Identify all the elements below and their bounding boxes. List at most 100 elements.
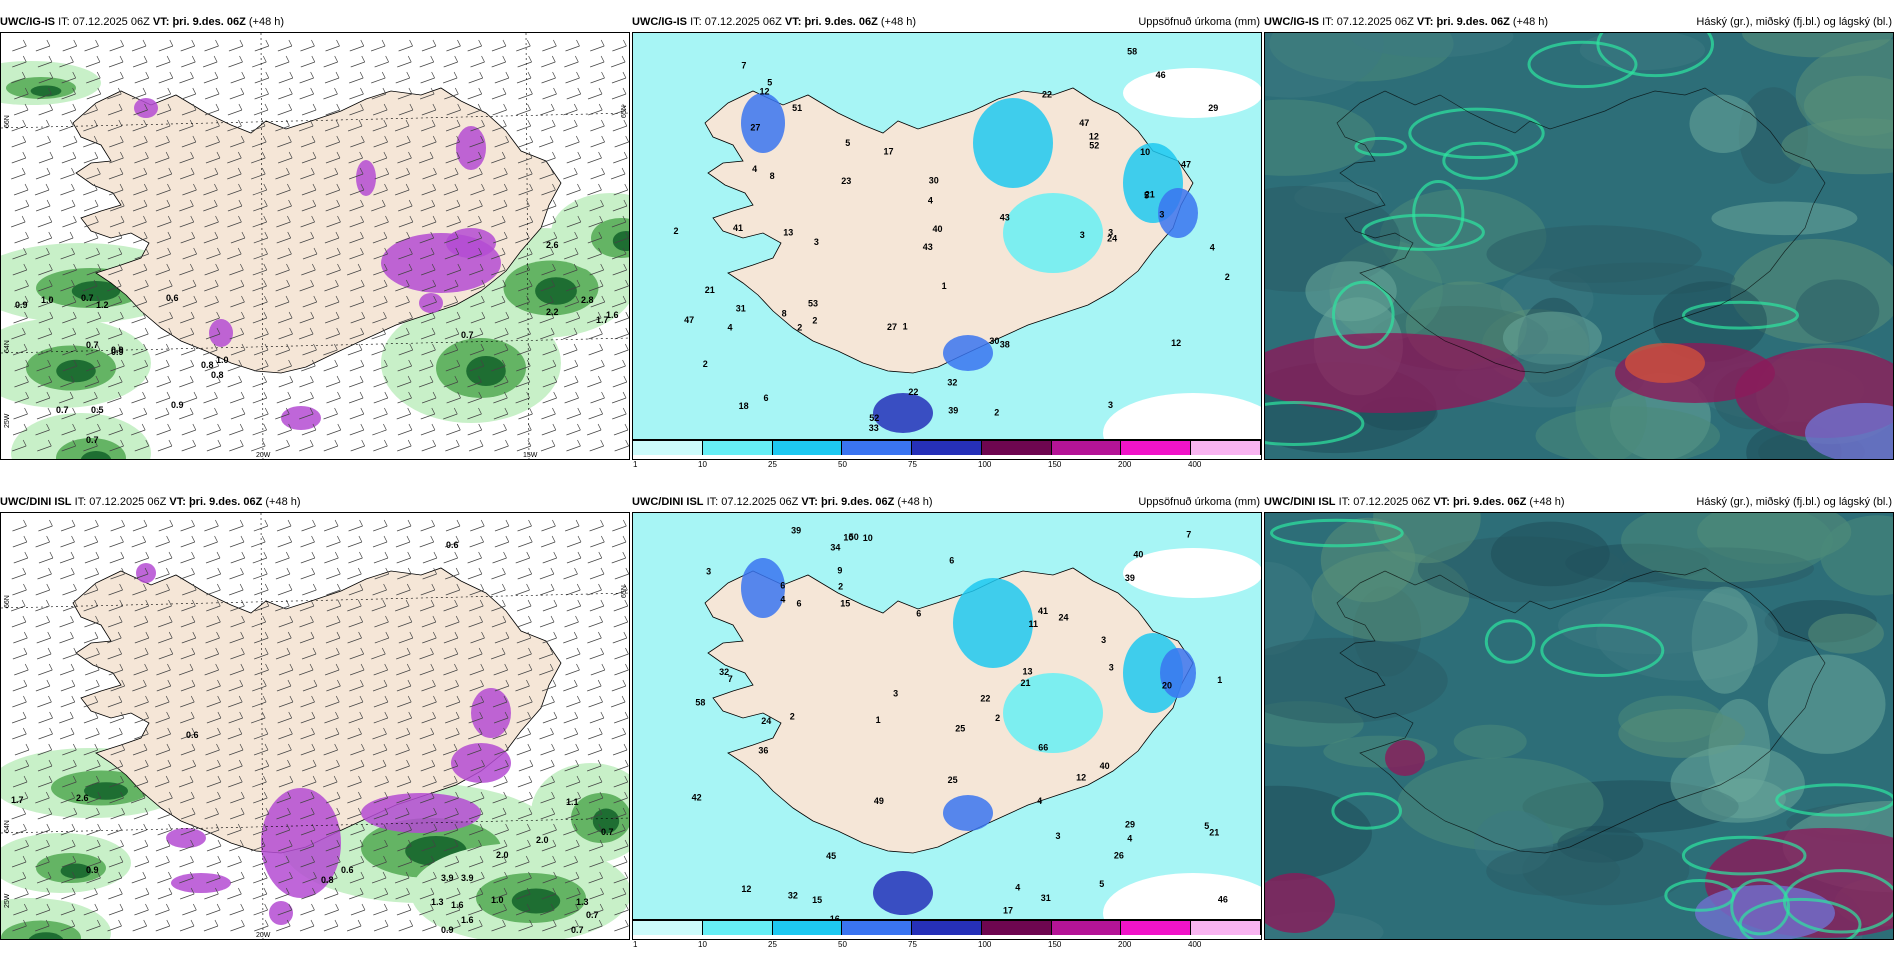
wind-barb <box>108 55 124 68</box>
wind-barb <box>227 823 242 836</box>
wind-barb <box>541 519 556 532</box>
wind-barb <box>251 151 266 164</box>
wind-barb <box>469 583 484 596</box>
wind-barb <box>398 919 414 932</box>
wind-barb <box>133 663 148 676</box>
wind-barb <box>181 599 196 612</box>
wind-barb <box>325 695 340 708</box>
wind-barb <box>373 391 389 404</box>
wind-barb <box>446 311 461 324</box>
wind-area-dark <box>511 888 561 914</box>
wind-barb <box>83 903 99 916</box>
wind-barb <box>204 823 220 836</box>
wind-barb <box>325 135 341 148</box>
wind-barb <box>62 743 77 756</box>
wind-barb <box>252 775 267 788</box>
legend-swatch <box>772 441 843 455</box>
wind-barb <box>589 599 605 612</box>
wind-barb <box>515 263 531 276</box>
precip-cell <box>209 319 233 347</box>
wind-barb <box>516 743 532 756</box>
precip-value: 20 <box>1162 681 1172 691</box>
gust-value: 0.5 <box>91 405 104 415</box>
wind-barb <box>181 343 196 356</box>
wind-barb <box>515 551 531 564</box>
wind-barb <box>445 583 461 596</box>
wind-barb <box>397 615 413 628</box>
wind-barb <box>134 711 149 724</box>
wind-barb <box>203 343 218 356</box>
wind-barb <box>539 615 555 628</box>
wind-barb <box>107 103 123 116</box>
wind-barb <box>206 727 221 740</box>
it-value: 07.12.2025 06Z <box>72 16 150 28</box>
wind-barb <box>542 631 557 644</box>
wind-barb <box>467 215 482 228</box>
wind-barb <box>587 87 603 100</box>
wind-barb <box>494 327 509 340</box>
wind-barb <box>86 759 101 772</box>
wind-barb <box>492 695 508 708</box>
wind-barb <box>61 855 77 868</box>
wind-barb <box>14 839 29 852</box>
precip-value: 41 <box>1038 606 1048 616</box>
wind-barb <box>493 711 509 724</box>
wind-barb <box>11 599 26 612</box>
wind-barb <box>12 679 28 692</box>
precip-value: 5 <box>1144 191 1149 201</box>
wind-barb <box>299 615 314 628</box>
wind-barb <box>589 519 604 532</box>
wind-barb <box>62 343 77 356</box>
wind-barb <box>157 215 172 228</box>
wind-barb <box>300 743 316 756</box>
precip-cell <box>446 228 496 258</box>
wind-barb <box>395 183 410 196</box>
wind-barb <box>254 759 270 772</box>
cloud-layer <box>1820 515 1893 596</box>
wind-barb <box>590 391 605 404</box>
wind-barb <box>323 55 339 68</box>
wind-barb <box>275 887 290 900</box>
precip-area <box>873 871 933 915</box>
wind-barb <box>85 247 100 260</box>
wind-barb <box>62 583 77 596</box>
wind-barb <box>542 871 557 884</box>
wind-barb <box>206 839 222 852</box>
wind-barb <box>324 663 340 676</box>
wind-barb <box>326 215 341 228</box>
wind-barb <box>229 535 245 548</box>
wind-barb <box>494 823 509 836</box>
wind-barb <box>252 375 267 388</box>
wind-barb <box>107 647 122 660</box>
precip-value: 32 <box>788 890 798 900</box>
wind-barb <box>421 615 437 628</box>
graticule-line <box>260 33 264 459</box>
wind-barb <box>278 775 294 788</box>
wind-barb <box>614 663 629 676</box>
wind-barb <box>422 823 438 836</box>
wind-barb <box>563 711 579 724</box>
cloud-layer <box>1490 521 1610 587</box>
wind-barb <box>611 359 626 372</box>
precip-value: 11 <box>1029 619 1039 629</box>
panel-header: UWC/DINI ISL IT: 07.12.2025 06Z VT: þri.… <box>1264 492 1894 512</box>
wind-barb <box>254 807 270 820</box>
wind-barb <box>230 599 245 612</box>
wind-barb <box>587 807 603 820</box>
wind-barb <box>250 839 266 852</box>
wind-barb <box>541 215 557 228</box>
wind-barb <box>253 743 269 756</box>
wind-barb <box>301 359 316 372</box>
high-cloud-contour <box>1527 40 1638 89</box>
wind-barb <box>37 215 53 228</box>
wind-barb <box>612 855 628 868</box>
precip-value: 10 <box>1140 147 1150 157</box>
wind-barb <box>419 727 435 740</box>
wind-barb <box>301 647 317 660</box>
wind-barb <box>563 375 579 388</box>
wind-barb <box>131 535 147 548</box>
wind-barb <box>108 903 124 916</box>
wind-barb <box>612 263 628 276</box>
wind-barb <box>588 407 603 420</box>
wind-barb <box>85 327 100 340</box>
